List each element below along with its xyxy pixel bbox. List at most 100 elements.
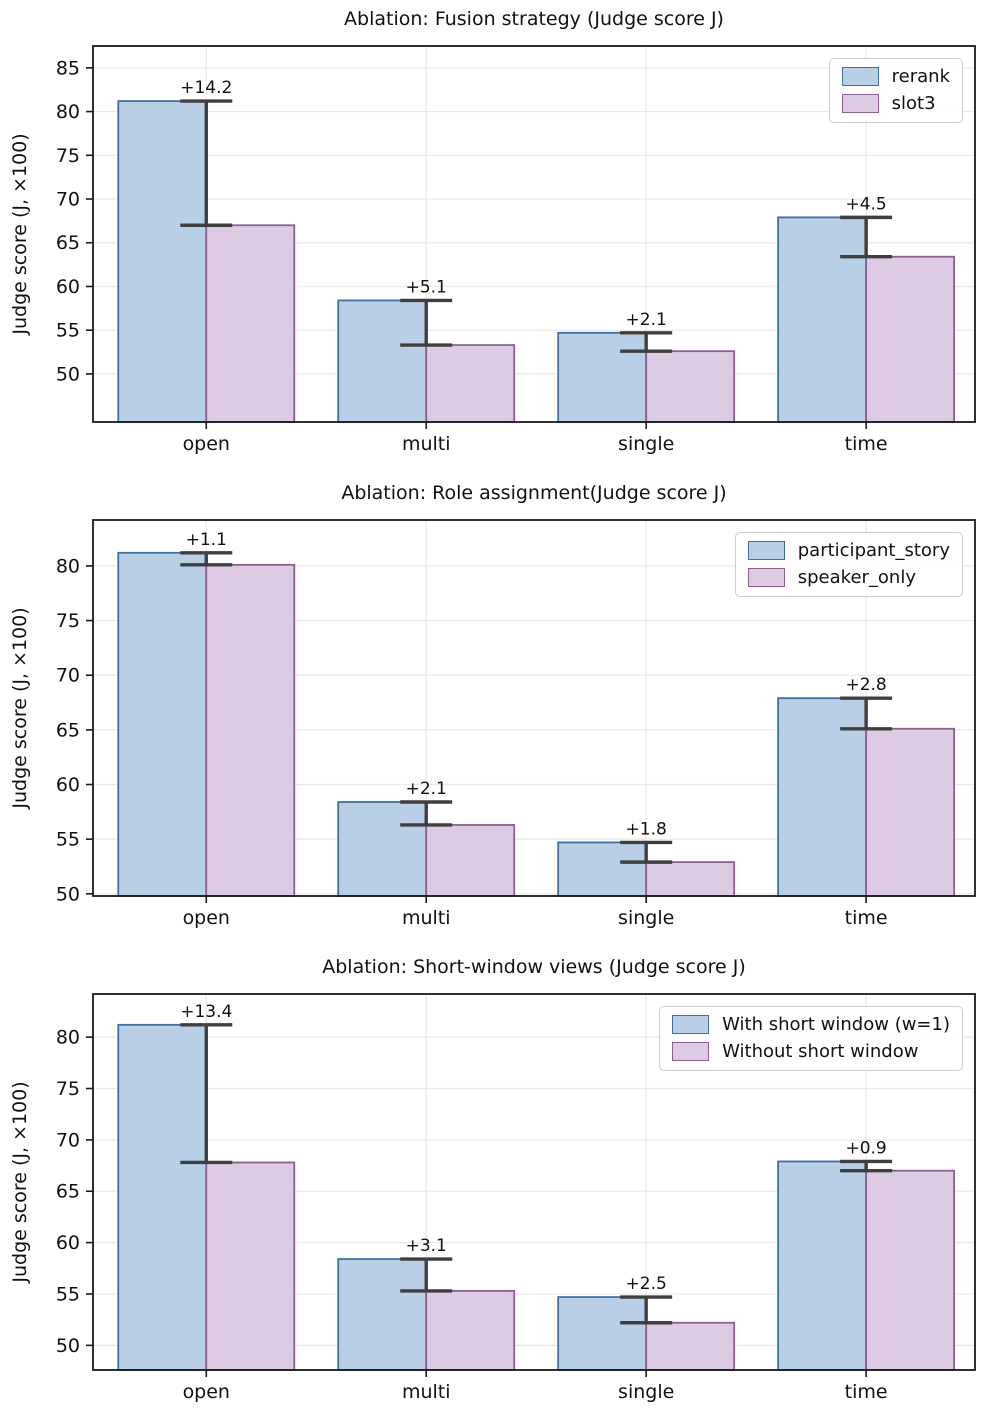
delta-annotation: +14.2: [180, 78, 232, 98]
y-tick-label: 50: [56, 1335, 80, 1357]
bar-participant_story-single: [557, 841, 648, 897]
bar-With short window (w=1)-single: [557, 1296, 648, 1371]
bar-slot3-open: [205, 224, 296, 423]
plot-role-assignment: +1.1 +2.1 +1.8 +2.8 50 55 60 65 70 75 80 open multi s…: [9, 482, 976, 929]
delta-annotation: +2.8: [845, 675, 886, 695]
legend-label: speaker_only: [797, 566, 916, 588]
chart-role-assignment: +1.1 +2.1 +1.8 +2.8 50 55 60 65 70 75 80 open multi s…: [0, 474, 997, 948]
y-tick-label: 75: [56, 145, 80, 167]
y-tick-label: 50: [56, 883, 80, 905]
bar-Without short window-open: [205, 1161, 296, 1371]
delta-annotation: +13.4: [180, 1002, 232, 1022]
y-tick-label: 60: [56, 774, 80, 796]
bar-slot3-single: [645, 350, 736, 423]
legend: rerank slot3: [828, 58, 963, 123]
plot-fusion-strategy: +14.2 +5.1 +2.1 +4.5 50 55 60 65 70 75 80 85 open mul…: [9, 8, 976, 455]
y-tick-label: 60: [56, 1232, 80, 1254]
x-tick-label: multi: [402, 1381, 451, 1403]
legend-item: speaker_only: [747, 566, 950, 588]
y-tick-label: 70: [56, 1129, 80, 1151]
legend-item: slot3: [841, 92, 950, 114]
chart-title: Ablation: Role assignment(Judge score J): [341, 482, 726, 504]
bar-speaker_only-single: [645, 861, 736, 897]
delta-annotation: +5.1: [406, 277, 447, 297]
y-tick-label: 55: [56, 320, 80, 342]
legend-item: participant_story: [747, 540, 950, 561]
legend-swatch-icon: [747, 568, 785, 588]
delta-annotation: +3.1: [406, 1236, 447, 1256]
legend-swatch-icon: [672, 1015, 710, 1035]
legend-swatch-icon: [672, 1042, 710, 1062]
delta-annotation: +2.1: [626, 310, 667, 330]
y-axis-label: Judge score (J, ×100): [9, 607, 31, 809]
x-tick-label: time: [845, 907, 888, 929]
bar-participant_story-open: [117, 551, 208, 897]
axes-frame: [92, 993, 976, 1371]
delta-annotation: +1.8: [626, 819, 667, 839]
bar-rerank-open: [117, 100, 208, 423]
x-tick-label: multi: [402, 907, 451, 929]
axes-frame: [92, 45, 976, 423]
x-tick-label: open: [183, 1381, 230, 1403]
bar-slot3-time: [865, 255, 956, 423]
bar-rerank-time: [777, 216, 868, 423]
x-tick-label: single: [618, 433, 674, 455]
y-tick-label: 75: [56, 610, 80, 632]
y-tick-label: 55: [56, 829, 80, 851]
bar-With short window (w=1)-time: [777, 1160, 868, 1371]
y-tick-label: 65: [56, 719, 80, 741]
y-tick-label: 75: [56, 1078, 80, 1100]
x-tick-label: time: [845, 433, 888, 455]
bar-participant_story-time: [777, 697, 868, 897]
y-tick-label: 80: [56, 101, 80, 123]
y-tick-label: 70: [56, 189, 80, 211]
chart-fusion-strategy: +14.2 +5.1 +2.1 +4.5 50 55 60 65 70 75 80 85 open mul…: [0, 0, 997, 474]
legend-swatch-icon: [747, 541, 785, 561]
bar-rerank-single: [557, 331, 648, 423]
y-tick-label: 65: [56, 1181, 80, 1203]
y-tick-label: 70: [56, 665, 80, 687]
x-tick-label: time: [845, 1381, 888, 1403]
y-axis-label: Judge score (J, ×100): [9, 133, 31, 335]
chart-title: Ablation: Short-window views (Judge scor…: [322, 956, 746, 978]
y-tick-label: 85: [56, 57, 80, 79]
legend-swatch-icon: [841, 94, 879, 114]
bar-participant_story-multi: [337, 801, 428, 897]
y-axis-label: Judge score (J, ×100): [9, 1081, 31, 1283]
legend-label: slot3: [891, 92, 936, 114]
bar-Without short window-multi: [425, 1289, 516, 1371]
delta-annotation: +4.5: [845, 194, 886, 214]
bar-slot3-multi: [425, 344, 516, 423]
y-tick-label: 60: [56, 276, 80, 298]
y-tick-label: 80: [56, 555, 80, 577]
bar-Without short window-single: [645, 1321, 736, 1371]
legend-item: rerank: [841, 66, 950, 87]
delta-annotation: +1.1: [186, 530, 227, 550]
delta-annotation: +0.9: [845, 1138, 886, 1158]
legend-label: rerank: [891, 66, 950, 87]
x-tick-label: open: [183, 907, 230, 929]
legend-swatch-icon: [841, 67, 879, 87]
chart-short-window-views: +13.4 +3.1 +2.5 +0.9 50 55 60 65 70 75 80 open multi…: [0, 948, 997, 1422]
x-tick-label: single: [618, 1381, 674, 1403]
y-tick-label: 80: [56, 1027, 80, 1049]
axes-frame: [92, 519, 976, 897]
bar-With short window (w=1)-open: [117, 1023, 208, 1371]
bar-speaker_only-multi: [425, 824, 516, 897]
bar-rerank-multi: [337, 299, 428, 423]
y-tick-label: 65: [56, 232, 80, 254]
plot-short-window-views: +13.4 +3.1 +2.5 +0.9 50 55 60 65 70 75 80 open multi…: [9, 956, 976, 1403]
delta-annotation: +2.5: [626, 1274, 667, 1294]
legend: With short window (w=1) Without short win…: [659, 1006, 963, 1071]
legend-item: Without short window: [672, 1041, 950, 1062]
y-tick-label: 55: [56, 1283, 80, 1305]
x-tick-label: multi: [402, 433, 451, 455]
x-tick-label: open: [183, 433, 230, 455]
bar-speaker_only-open: [205, 563, 296, 897]
legend-item: With short window (w=1): [672, 1015, 950, 1035]
legend-label: participant_story: [797, 540, 950, 561]
y-tick-label: 50: [56, 363, 80, 385]
bar-Without short window-time: [865, 1169, 956, 1371]
chart-title: Ablation: Fusion strategy (Judge score J…: [344, 8, 724, 30]
